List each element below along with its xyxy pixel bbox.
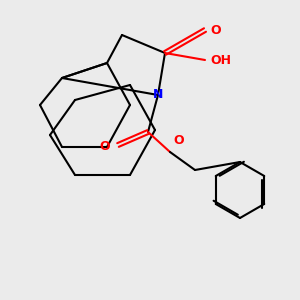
Text: OH: OH: [210, 53, 231, 67]
Text: N: N: [153, 88, 163, 101]
Text: O: O: [173, 134, 184, 147]
Text: O: O: [210, 23, 220, 37]
Text: O: O: [99, 140, 110, 154]
